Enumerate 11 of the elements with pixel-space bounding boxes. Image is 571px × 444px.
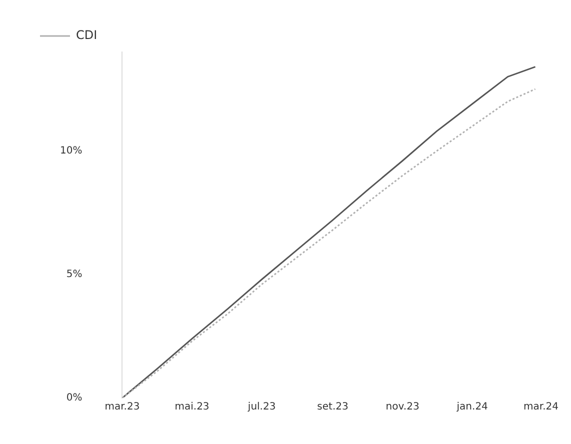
x-tick-label: mai.23 bbox=[174, 402, 210, 413]
y-tick-label: 10% bbox=[60, 145, 82, 156]
x-tick-label: mar.24 bbox=[524, 402, 558, 413]
x-tick-label: jul.23 bbox=[246, 402, 276, 413]
x-tick-label: mar.23 bbox=[104, 402, 140, 413]
x-tick-label: set.23 bbox=[317, 402, 348, 413]
y-tick-label: 5% bbox=[66, 269, 82, 280]
y-tick-label: 0% bbox=[66, 392, 82, 404]
legend-label: CDI bbox=[76, 28, 98, 42]
x-tick-label: jan.24 bbox=[456, 402, 488, 413]
x-tick-label: nov.23 bbox=[386, 402, 420, 413]
